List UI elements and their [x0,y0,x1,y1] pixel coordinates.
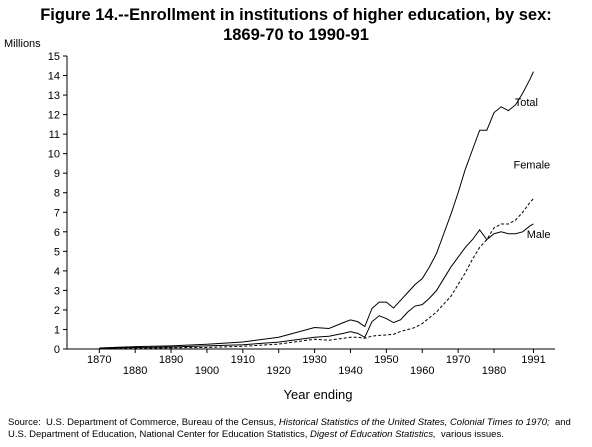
source-text: various issues. [436,429,504,440]
y-tick-label: 12 [48,110,60,122]
x-tick-label: 1880 [123,365,147,377]
y-tick-label: 11 [49,129,60,141]
y-tick-label: 2 [54,305,60,317]
y-tick-label: 13 [48,90,60,102]
x-tick-label: 1920 [266,365,290,377]
y-tick-label: 6 [54,227,60,239]
source-text: U.S. Department of Education, National C… [8,429,310,440]
y-tick-label: 8 [54,188,60,200]
y-tick-label: 0 [54,344,60,356]
source-text: Digest of Education Statistics, [310,429,436,440]
x-tick-label: 1910 [231,354,255,366]
series-label: Total [515,97,538,109]
x-tick-label: 1870 [87,354,111,366]
source-note: U.S. Department of Education, National C… [8,429,504,440]
source-text: Historical Statistics of the United Stat… [279,417,550,428]
y-tick-label: 14 [48,71,60,83]
y-tick-label: 9 [54,168,60,180]
x-tick-label: 1970 [446,354,470,366]
y-axis-label: Millions [4,38,41,50]
y-tick-label: 4 [54,266,60,278]
y-tick-label: 1 [54,324,60,336]
chart-title: 1869-70 to 1990-91 [223,26,369,44]
x-tick-label: 1900 [195,365,219,377]
series-line [99,71,534,349]
x-tick-label: 1930 [302,354,326,366]
series-line [99,198,534,350]
y-tick-label: 10 [48,149,60,161]
source-note: Source: U.S. Department of Commerce, Bur… [8,417,571,428]
source-text: Source: U.S. Department of Commerce, Bur… [8,417,279,428]
chart-title: Figure 14.--Enrollment in institutions o… [40,6,552,24]
y-tick-label: 15 [48,51,60,63]
x-tick-label: 1890 [159,354,183,366]
y-tick-label: 3 [54,285,60,297]
y-tick-label: 7 [54,207,60,219]
y-tick-label: 5 [54,246,60,258]
x-tick-label: 1960 [410,365,434,377]
series-line [99,223,534,349]
x-tick-label: 1950 [374,354,398,366]
source-text: and [550,417,571,428]
x-tick-label: 1940 [338,365,362,377]
x-axis-label: Year ending [284,387,353,402]
series-label: Male [527,229,551,241]
x-tick-label: 1980 [482,365,506,377]
series-label: Female [513,160,550,172]
x-tick-label: 1991 [521,354,545,366]
